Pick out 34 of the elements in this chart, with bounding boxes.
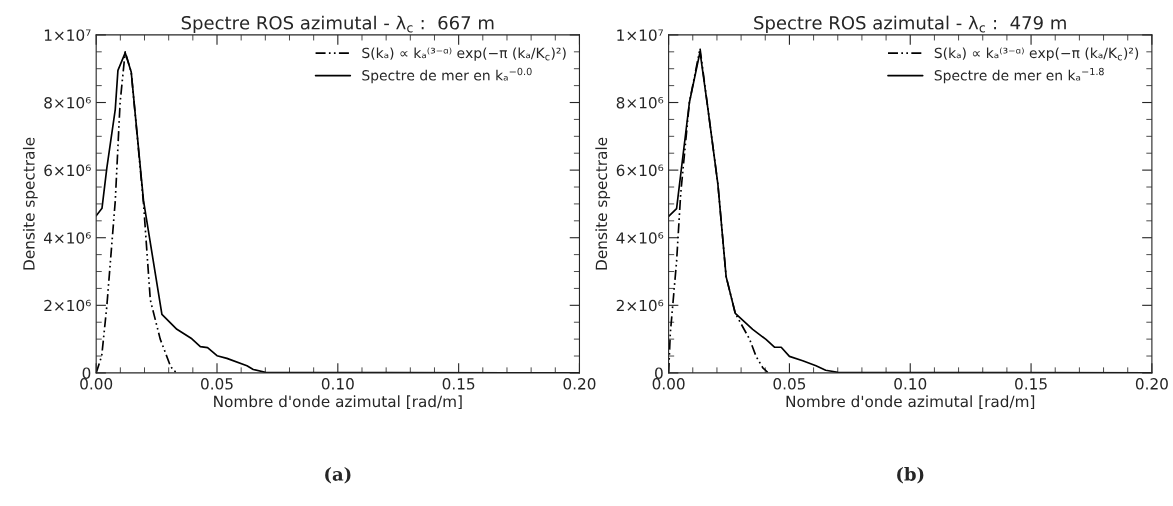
y-tick-label: 1×10⁷ xyxy=(44,29,91,41)
y-tick-label: 4×10⁶ xyxy=(43,232,91,244)
legend-label: Spectre de mer en kₐ$^{−0.0}$ xyxy=(362,67,532,84)
x-tick-label: 0.00 xyxy=(80,378,113,390)
x-axis-title: Nombre d'onde azimutal [rad/m] xyxy=(214,395,462,409)
text: (a) xyxy=(325,466,351,484)
chart-title: Spectre ROS azimutal - λ$_{c}$ : 479 m xyxy=(754,15,1066,34)
x-tick-label: 0.10 xyxy=(321,378,354,390)
y-tick-label: 6×10⁶ xyxy=(616,164,664,177)
y-tick-label: 4×10⁶ xyxy=(616,232,664,244)
x-tick-label: 0.00 xyxy=(652,378,685,390)
chart-title: Spectre ROS azimutal - λ$_{c}$ : 667 m xyxy=(181,15,494,34)
x-tick-label: 0.05 xyxy=(201,378,233,390)
y-tick-label: 2×10⁶ xyxy=(44,299,91,312)
x-tick-label: 0.20 xyxy=(563,378,596,390)
y-tick-label: 0 xyxy=(82,367,91,379)
y-axis-title: Densite spectrale xyxy=(595,137,611,270)
y-tick-label: 1×10⁷ xyxy=(617,29,664,41)
legend-label: S(kₐ) ∝ kₐ⁽³⁻ᵅ⁾ exp(−π (kₐ/K$_{c}$)²) xyxy=(934,47,1139,61)
x-tick-label: 0.20 xyxy=(1135,378,1168,390)
x-axis-title: Nombre d'onde azimutal [rad/m] xyxy=(786,395,1035,409)
y-tick-label: 0 xyxy=(655,367,663,379)
legend-label: S(kₐ) ∝ kₐ⁽³⁻ᵅ⁾ exp(−π (kₐ/K$_{c}$)²) xyxy=(362,47,566,61)
y-tick-label: 8×10⁶ xyxy=(616,96,664,109)
y-axis-title: Densite spectrale xyxy=(22,137,38,270)
y-tick-label: 8×10⁶ xyxy=(44,96,91,109)
x-tick-label: 0.15 xyxy=(442,378,475,390)
y-tick-label: 2×10⁶ xyxy=(616,299,664,312)
legend-label: Spectre de mer en kₐ$^{−1.8}$ xyxy=(934,67,1104,84)
x-tick-label: 0.10 xyxy=(894,378,927,390)
x-tick-label: 0.05 xyxy=(773,378,806,390)
y-tick-label: 6×10⁶ xyxy=(44,164,91,177)
text: (b) xyxy=(897,466,924,484)
x-tick-label: 0.15 xyxy=(1015,378,1047,390)
